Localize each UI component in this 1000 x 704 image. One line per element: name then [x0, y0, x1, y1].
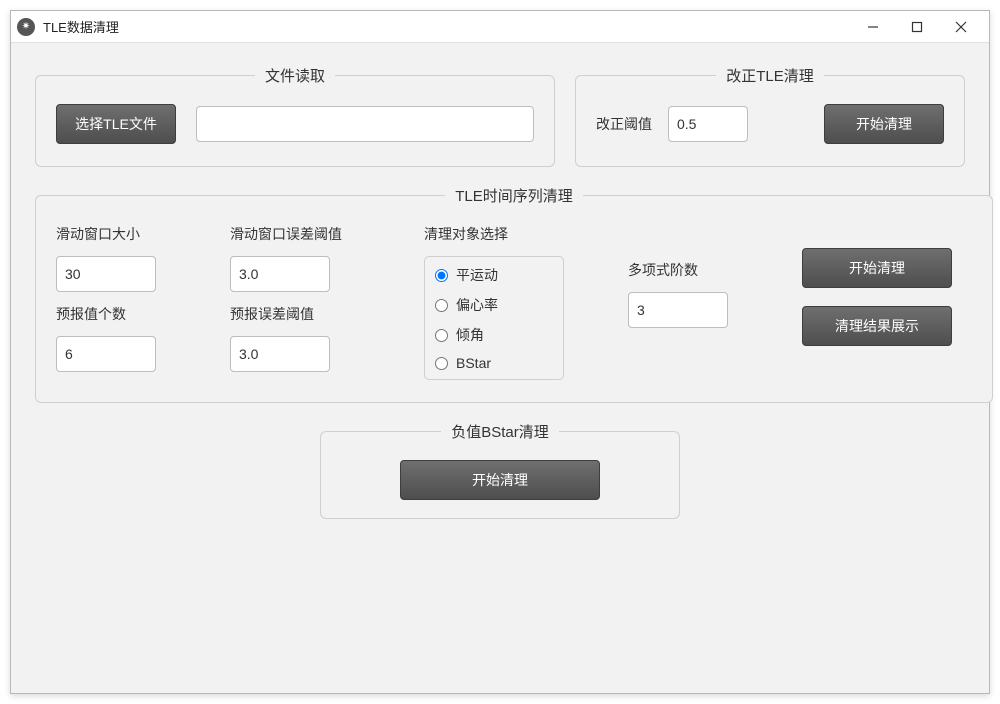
- file-read-legend: 文件读取: [255, 65, 335, 86]
- choose-tle-button[interactable]: 选择TLE文件: [56, 104, 176, 144]
- radio-inclination-input[interactable]: [435, 329, 448, 342]
- ts-button-col: 开始清理 清理结果展示: [802, 224, 972, 346]
- minimize-button[interactable]: [851, 12, 895, 42]
- correct-threshold-label: 改正阈值: [596, 114, 652, 134]
- fc-count-label: 预报值个数: [56, 304, 206, 324]
- window-title: TLE数据清理: [43, 17, 119, 36]
- radio-mean-motion-input[interactable]: [435, 269, 448, 282]
- fc-count-input[interactable]: [56, 336, 156, 372]
- win-err-input[interactable]: [230, 256, 330, 292]
- poly-input[interactable]: [628, 292, 728, 328]
- app-icon: ✷: [17, 18, 35, 36]
- titlebar: ✷ TLE数据清理: [11, 11, 989, 43]
- correct-start-button[interactable]: 开始清理: [824, 104, 944, 144]
- radio-mean-motion-label: 平运动: [456, 265, 498, 285]
- top-row: 文件读取 选择TLE文件 改正TLE清理 改正阈值 开始清理: [35, 65, 965, 167]
- ts-col-4: 多项式阶数: [628, 224, 778, 328]
- app-window: ✷ TLE数据清理 文件读取 选择TLE文件 改正TLE清理: [10, 10, 990, 694]
- radio-bstar-label: BStar: [456, 355, 491, 371]
- radio-bstar[interactable]: BStar: [435, 355, 553, 371]
- ts-col-2: 滑动窗口误差阈值 预报误差阈值: [230, 224, 400, 372]
- radio-inclination-label: 倾角: [456, 325, 484, 345]
- radio-eccentricity[interactable]: 偏心率: [435, 295, 553, 315]
- timeseries-grid: 滑动窗口大小 预报值个数 滑动窗口误差阈值 预报误差阈值 清理对象选择: [56, 224, 972, 380]
- target-radio-group: 平运动 偏心率 倾角 BStar: [424, 256, 564, 380]
- radio-inclination[interactable]: 倾角: [435, 325, 553, 345]
- ts-col-1: 滑动窗口大小 预报值个数: [56, 224, 206, 372]
- win-size-input[interactable]: [56, 256, 156, 292]
- neg-bstar-start-button[interactable]: 开始清理: [400, 460, 600, 500]
- file-read-group: 文件读取 选择TLE文件: [35, 65, 555, 167]
- ts-col-3: 清理对象选择 平运动 偏心率 倾角: [424, 224, 604, 380]
- poly-label: 多项式阶数: [628, 260, 778, 280]
- correct-row: 改正阈值 开始清理: [596, 104, 944, 144]
- correct-tle-group: 改正TLE清理 改正阈值 开始清理: [575, 65, 965, 167]
- win-size-label: 滑动窗口大小: [56, 224, 206, 244]
- neg-bstar-legend: 负值BStar清理: [441, 421, 559, 442]
- ts-start-button[interactable]: 开始清理: [802, 248, 952, 288]
- close-button[interactable]: [939, 12, 983, 42]
- radio-eccentricity-label: 偏心率: [456, 295, 498, 315]
- fc-err-input[interactable]: [230, 336, 330, 372]
- fc-err-label: 预报误差阈值: [230, 304, 400, 324]
- radio-eccentricity-input[interactable]: [435, 299, 448, 312]
- ts-result-button[interactable]: 清理结果展示: [802, 306, 952, 346]
- timeseries-group: TLE时间序列清理 滑动窗口大小 预报值个数 滑动窗口误差阈值 预报误差阈值 清…: [35, 185, 993, 403]
- file-row: 选择TLE文件: [56, 104, 534, 144]
- radio-mean-motion[interactable]: 平运动: [435, 265, 553, 285]
- client-area: 文件读取 选择TLE文件 改正TLE清理 改正阈值 开始清理 TLE时间序列清理: [11, 43, 989, 693]
- correct-threshold-input[interactable]: [668, 106, 748, 142]
- target-label: 清理对象选择: [424, 224, 604, 244]
- maximize-button[interactable]: [895, 12, 939, 42]
- tle-path-input[interactable]: [196, 106, 534, 142]
- timeseries-legend: TLE时间序列清理: [445, 185, 583, 206]
- radio-bstar-input[interactable]: [435, 357, 448, 370]
- win-err-label: 滑动窗口误差阈值: [230, 224, 400, 244]
- neg-bstar-group: 负值BStar清理 开始清理: [320, 421, 680, 519]
- correct-tle-legend: 改正TLE清理: [716, 65, 824, 86]
